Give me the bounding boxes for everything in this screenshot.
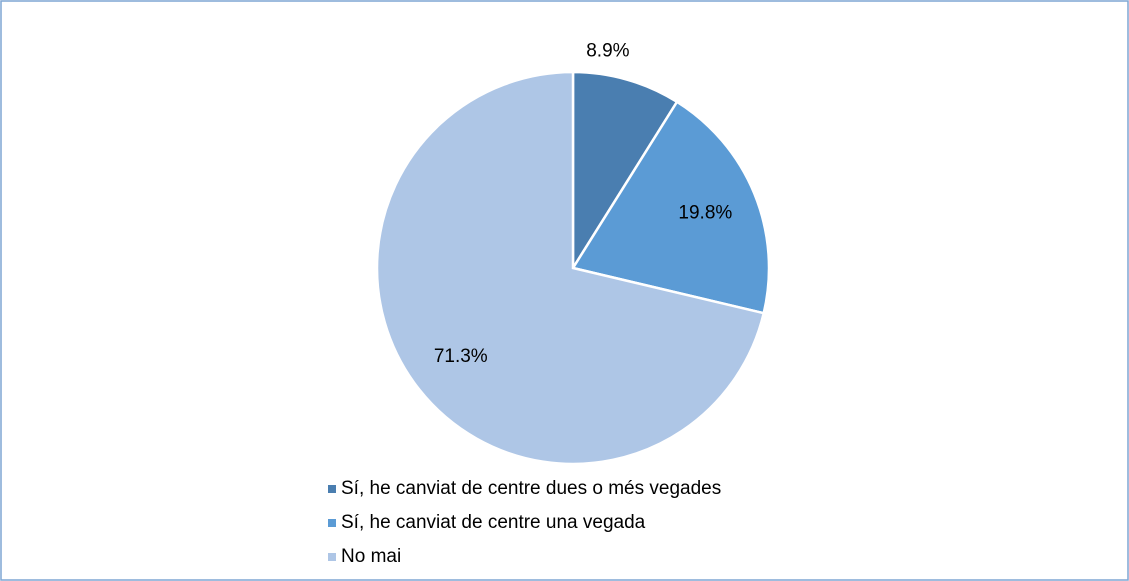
legend-swatch: [328, 519, 336, 527]
pie-slice: [571, 100, 771, 315]
pie-slice: [571, 70, 679, 273]
legend-swatch: [328, 485, 336, 493]
legend-label: Sí, he canviat de centre dues o més vega…: [341, 478, 721, 499]
legend-label: Sí, he canviat de centre una vegada: [341, 512, 646, 533]
data-label: 8.9%: [586, 40, 629, 61]
data-label: 71.3%: [434, 346, 488, 367]
legend-label: No mai: [341, 546, 401, 567]
data-label: 19.8%: [678, 203, 732, 224]
pie-slice: [375, 70, 766, 466]
legend-swatch: [328, 553, 336, 561]
